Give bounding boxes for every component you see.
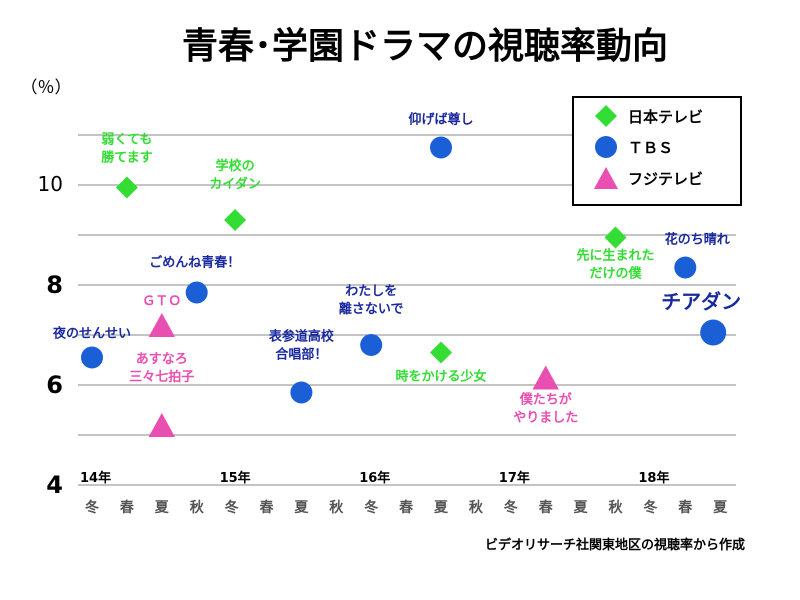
legend-marker [593, 167, 619, 189]
data-point [224, 209, 247, 231]
point-label: 表参道高校合唱部！ [268, 329, 335, 363]
y-tick-label: 8 [46, 271, 63, 299]
x-season-label: 夏 [155, 499, 170, 516]
x-season-label: 冬 [504, 499, 518, 516]
data-point [430, 341, 452, 364]
x-year-label: 14年 [80, 470, 111, 486]
point-label: 僕たちがやりました [513, 392, 578, 426]
point-label: わたしを離さないで [339, 284, 404, 317]
point-label: 学校のカイダン [209, 158, 260, 192]
data-point [148, 413, 175, 437]
y-axis-ticks: 4 6 8 10 [38, 172, 63, 499]
x-season-label: 秋 [329, 499, 344, 516]
x-season-label: 春 [119, 499, 135, 516]
x-year-label: 18年 [638, 470, 669, 486]
point-label: あすなろ三々七拍子 [129, 352, 194, 385]
point-label: チアダン [661, 290, 741, 314]
x-year-label: 16年 [359, 470, 390, 486]
x-season-label: 冬 [643, 499, 657, 516]
data-point [290, 381, 313, 404]
point-label: 時をかける少女 [395, 369, 486, 385]
x-season-label: 冬 [364, 499, 378, 516]
data-point [532, 365, 559, 390]
data-point [81, 346, 103, 369]
data-point [700, 319, 727, 346]
legend-marker [595, 136, 617, 158]
x-season-label: 春 [677, 499, 693, 516]
data-point [360, 334, 383, 356]
data-point [604, 226, 627, 249]
y-tick-label: 4 [46, 471, 63, 499]
grid [78, 134, 736, 486]
legend-marker [595, 105, 617, 127]
point-label: ＧＴＯ [142, 294, 181, 309]
chart-title: 青春･学園ドラマの視聴率動向 [182, 25, 668, 67]
legend-label: フジテレビ [628, 170, 703, 188]
point-label: 夜のせんせい [52, 326, 131, 342]
x-season-label: 冬 [85, 499, 99, 516]
x-season-label: 冬 [225, 499, 239, 516]
y-tick-label: 6 [46, 371, 63, 399]
x-season-label: 春 [398, 499, 414, 516]
data-point [115, 176, 138, 199]
source-note: ビデオリサーチ社関東地区の視聴率から作成 [485, 537, 745, 553]
point-label: 仰げば尊し [408, 112, 473, 128]
legend-label: ＴＢＳ [628, 139, 673, 157]
x-season-label: 夏 [574, 499, 589, 516]
y-axis-unit: （％） [21, 78, 72, 98]
x-season-label: 秋 [609, 499, 624, 516]
x-season-label: 夏 [294, 499, 309, 516]
point-label: 弱くても勝てます [101, 132, 152, 166]
point-label: 花のち晴れ [665, 232, 730, 248]
x-year-label: 17年 [499, 470, 530, 486]
legend: 日本テレビ ＴＢＳ フジテレビ [572, 96, 742, 206]
x-season-label: 春 [538, 499, 554, 516]
x-season-label: 夏 [713, 499, 728, 516]
data-point [148, 313, 175, 337]
data-point [185, 281, 208, 304]
x-season-label: 夏 [434, 499, 449, 516]
legend-label: 日本テレビ [628, 108, 703, 126]
point-label: 先に生まれただけの僕 [576, 248, 654, 282]
data-point [430, 136, 452, 159]
data-point [674, 256, 697, 279]
x-year-label: 15年 [220, 470, 251, 486]
y-tick-label: 10 [38, 172, 63, 196]
x-season-label: 秋 [469, 499, 484, 516]
point-label: ごめんね青春！ [149, 255, 240, 271]
x-season-label: 秋 [190, 499, 205, 516]
x-season-label: 春 [259, 499, 275, 516]
